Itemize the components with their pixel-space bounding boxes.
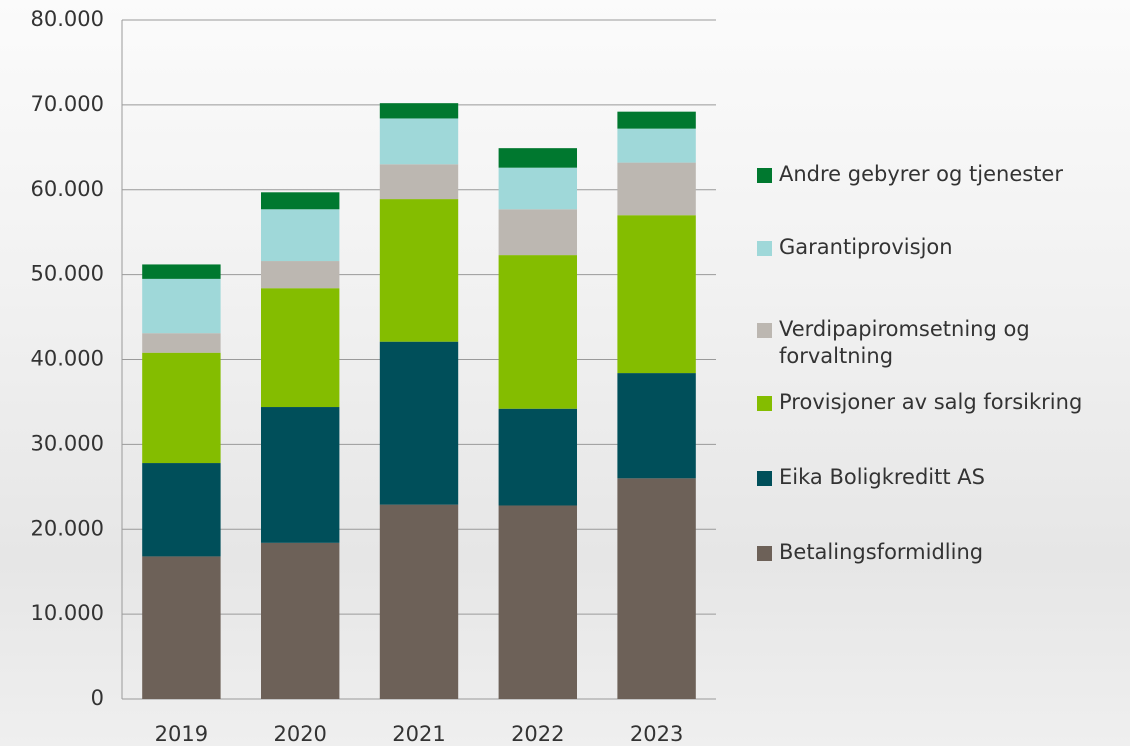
chart: 0 10.000 20.000 30.000 40.000 50.000 60.000 70.… (0, 0, 1130, 746)
bar-segment (142, 463, 220, 556)
legend-label: Betalingsformidling (779, 540, 983, 564)
x-tick-label: 2023 (630, 722, 683, 746)
legend-item: Garantiprovisjon (757, 234, 1127, 261)
bar-segment (380, 164, 458, 199)
y-tick-label: 0 (91, 686, 104, 710)
bar-segment (142, 353, 220, 463)
legend-label: Provisjoner av salg forsikring (779, 390, 1082, 414)
bar-segment (261, 407, 339, 543)
bar-segment (499, 209, 577, 255)
y-tick-label: 20.000 (31, 516, 104, 540)
bar-segment (142, 556, 220, 699)
bar-segment (499, 148, 577, 168)
legend-swatch (757, 396, 772, 411)
legend-swatch (757, 471, 772, 486)
bar-segment (617, 163, 695, 216)
bar-segment (261, 192, 339, 209)
bar-segment (617, 112, 695, 129)
legend-label: Garantiprovisjon (779, 235, 953, 259)
bar-segment (380, 199, 458, 342)
bar-segment (499, 505, 577, 699)
bar-segment (261, 543, 339, 699)
legend-item: Provisjoner av salg forsikring (757, 389, 1127, 416)
y-tick-label: 60.000 (31, 177, 104, 201)
page: 0 10.000 20.000 30.000 40.000 50.000 60.000 70.… (0, 0, 1130, 746)
legend-swatch (757, 323, 772, 338)
y-tick-label: 30.000 (31, 431, 104, 455)
bar-segment (380, 505, 458, 699)
legend-label: Verdipapiromsetning og forvaltning (779, 317, 1030, 368)
bar-segment (142, 333, 220, 353)
bar-segment (380, 103, 458, 118)
y-tick-label: 40.000 (31, 347, 104, 371)
legend-item: Betalingsformidling (757, 539, 1127, 566)
bar-segment (617, 478, 695, 699)
y-tick-label: 80.000 (31, 7, 104, 31)
legend-item: Eika Boligkreditt AS (757, 464, 1127, 491)
legend-item: Andre gebyrer og tjenester (757, 161, 1127, 188)
bar-segment (380, 118, 458, 164)
y-tick-label: 50.000 (31, 262, 104, 286)
x-tick-label: 2020 (273, 722, 326, 746)
legend-swatch (757, 241, 772, 256)
legend-label: Andre gebyrer og tjenester (779, 162, 1063, 186)
bar-segment (261, 261, 339, 288)
y-tick-label: 70.000 (31, 92, 104, 116)
legend-swatch (757, 168, 772, 183)
bar-segment (499, 255, 577, 409)
bar-segment (617, 215, 695, 373)
bar-segment (499, 409, 577, 506)
bar-segment (499, 168, 577, 210)
legend-label: Eika Boligkreditt AS (779, 465, 985, 489)
bar-segment (617, 373, 695, 478)
x-tick-label: 2021 (392, 722, 445, 746)
bar-segment (261, 288, 339, 407)
bar-segment (617, 129, 695, 163)
bar-segment (142, 264, 220, 278)
bar-segment (380, 342, 458, 505)
bar-segment (142, 279, 220, 333)
y-tick-label: 10.000 (31, 601, 104, 625)
x-tick-label: 2019 (155, 722, 208, 746)
x-tick-label: 2022 (511, 722, 564, 746)
legend-item: Verdipapiromsetning og forvaltning (757, 316, 1127, 370)
bar-segment (261, 209, 339, 261)
legend-swatch (757, 546, 772, 561)
